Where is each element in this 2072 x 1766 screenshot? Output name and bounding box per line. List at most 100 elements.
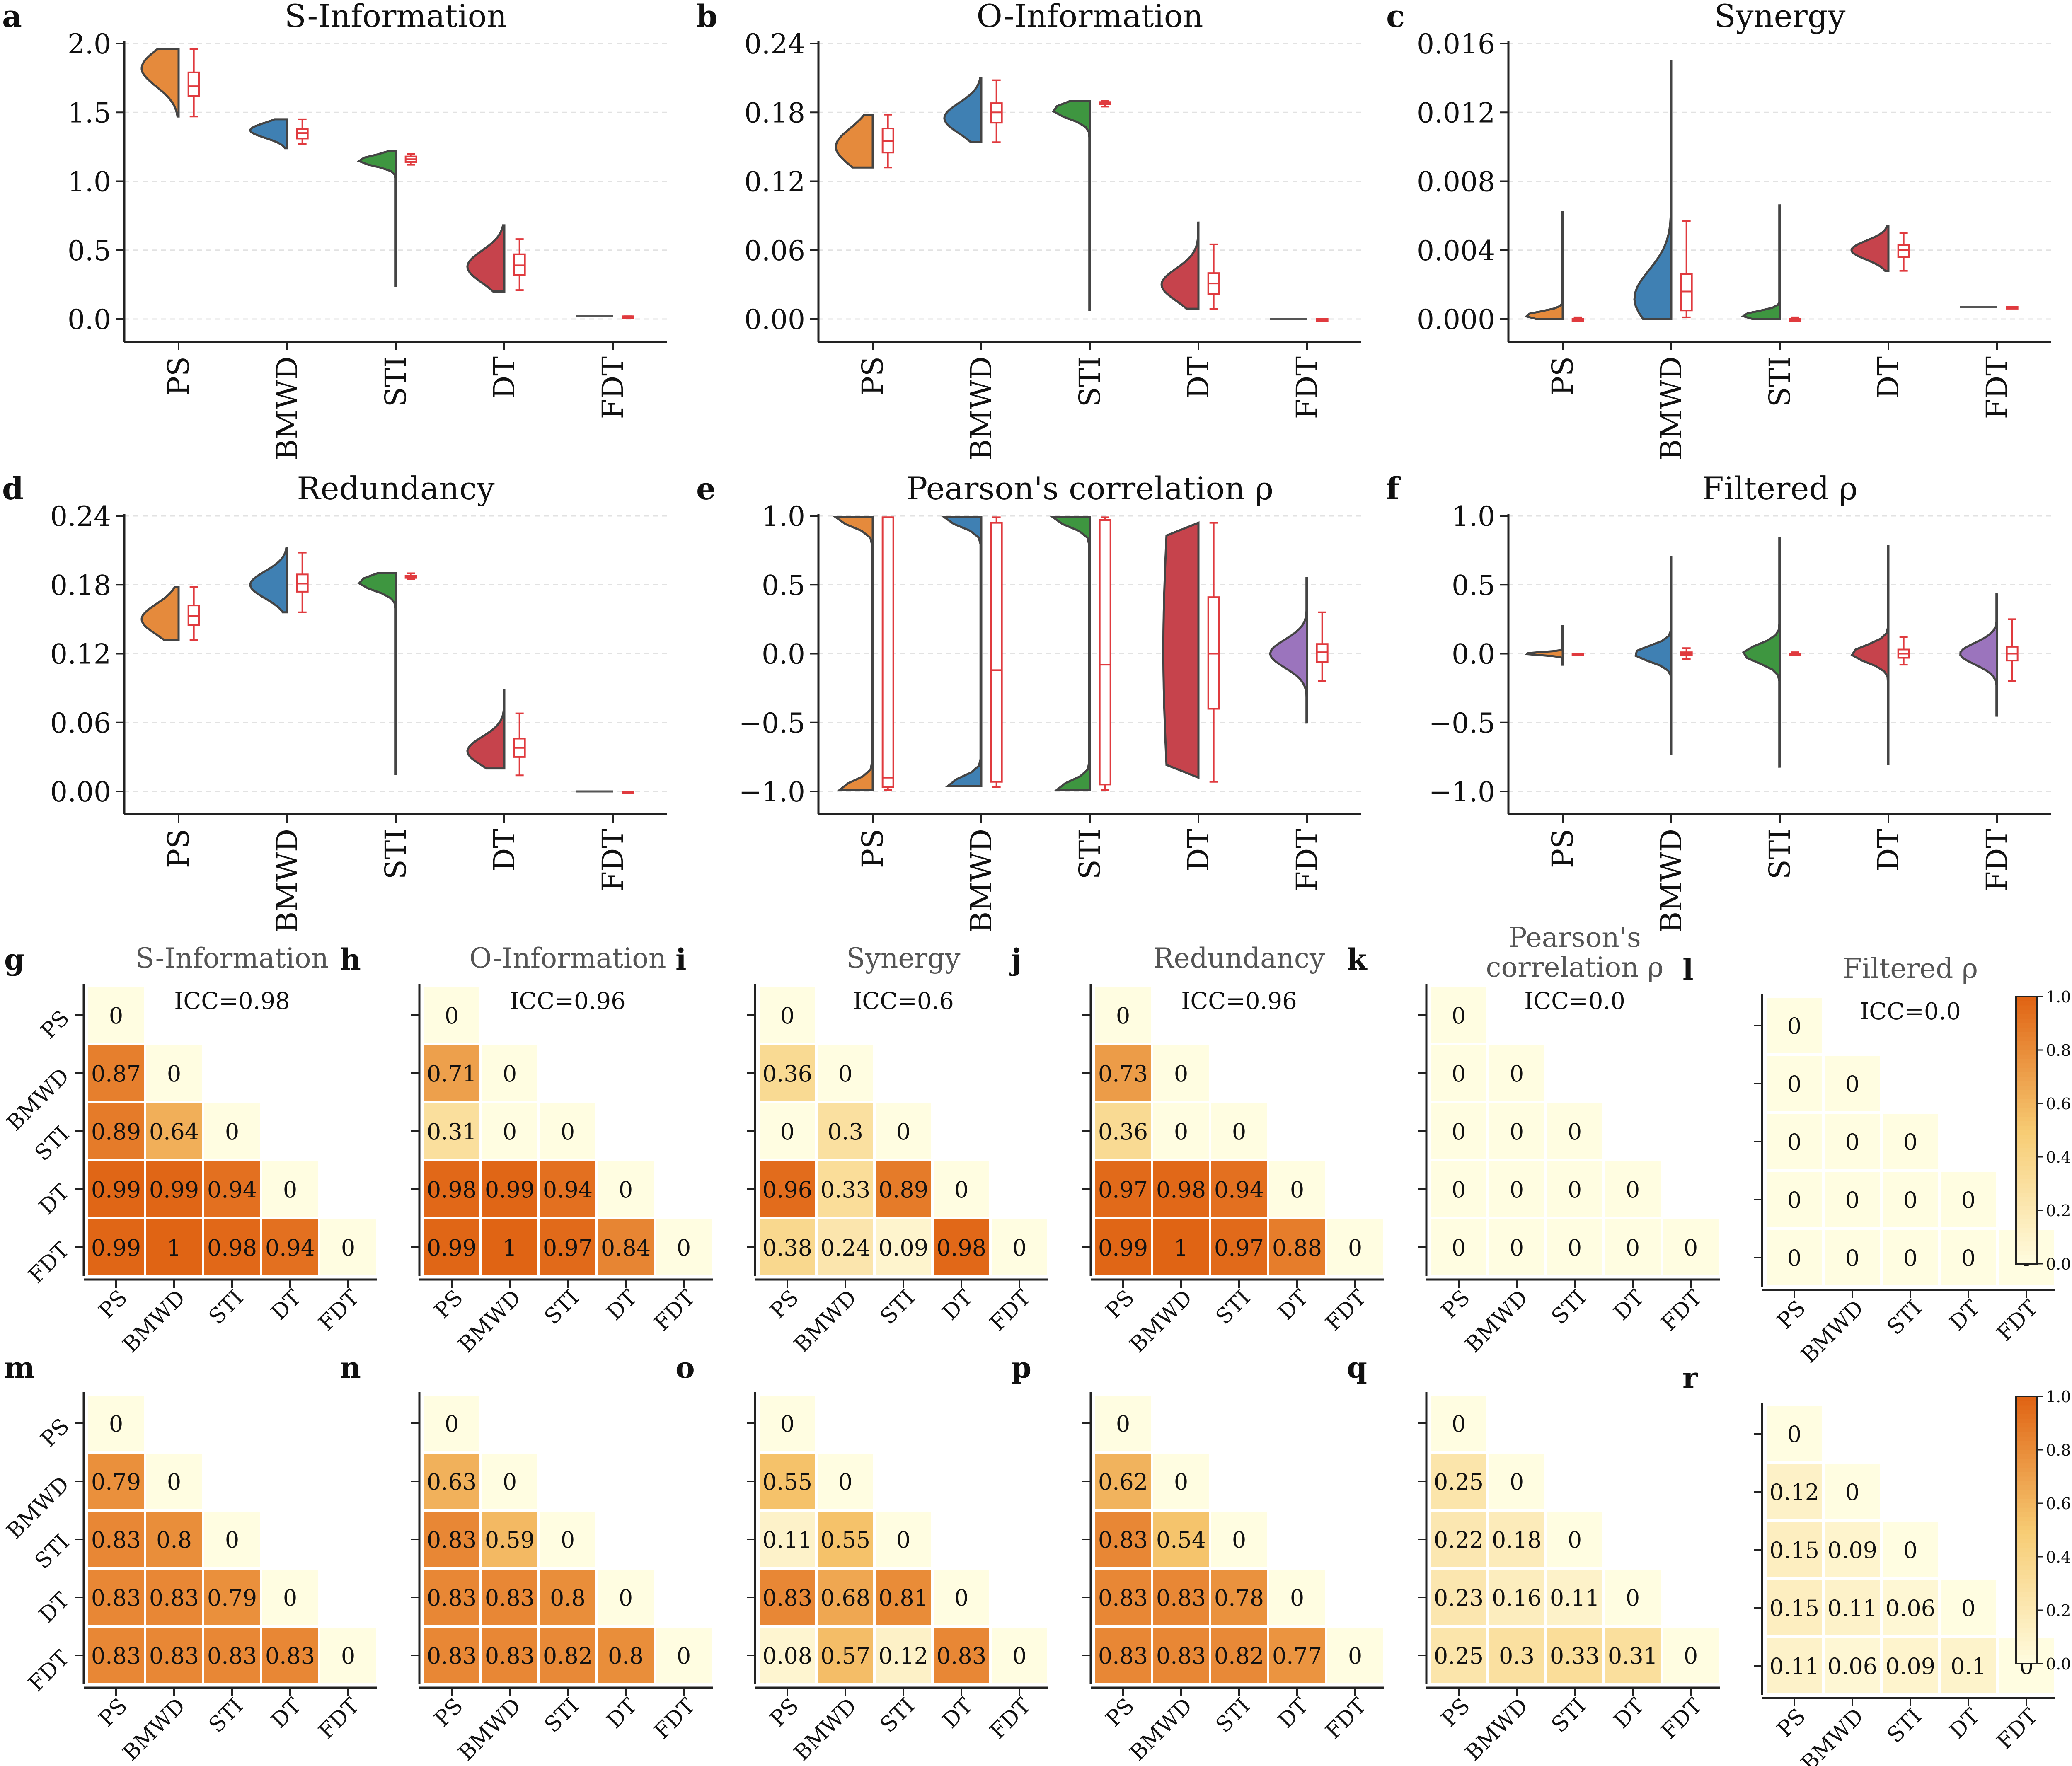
cell-value: 0 [1845,1479,1859,1505]
colorbar-segment [2016,1614,2037,1620]
colorbar-segment [2016,1499,2037,1504]
cell-value: 0.83 [937,1643,986,1669]
violin-STI [1741,204,1781,320]
colorbar-segment [2016,1068,2037,1073]
heatmap-cell [815,1625,876,1686]
y-tick-label: 0.12 [744,166,805,198]
cell-value: 0.83 [91,1643,141,1669]
cell-value: 0.12 [1769,1479,1819,1505]
colorbar-segment [2016,1441,2037,1446]
box-BMWD [990,522,1003,783]
cell-value: 0.99 [91,1235,141,1261]
colorbar-icc: 0.00.20.40.60.81.0ICC [2015,988,2071,1273]
colorbar-segment [2016,1543,2037,1548]
heatmap-cell [757,1217,818,1277]
cell-value: 0.89 [879,1177,928,1203]
cell-value: 0.81 [879,1585,928,1611]
heatmap-cell [421,1509,482,1570]
cell-value: 0 [1452,1235,1466,1261]
colorbar-segment [2016,1468,2037,1473]
colorbar-tick-label: 0.6 [2046,1095,2071,1113]
box-PS [881,516,894,789]
heatmap-cell [1093,1509,1153,1570]
violin-STI [357,572,397,776]
icc-label: ICC=0.96 [1181,988,1297,1015]
panel-title: S-Information [285,0,507,34]
cell-value: 0.83 [427,1527,477,1553]
y-tick-label: 0.5 [68,235,111,267]
heatmap-cell [1822,1053,1883,1114]
colorbar-segment [2016,1117,2037,1122]
cell-value: 0.11 [762,1527,812,1553]
colorbar-segment [2016,1588,2037,1593]
colorbar-segment [2016,1521,2037,1526]
heatmap-cell [144,1217,204,1277]
cell-value: 0.83 [485,1585,535,1611]
cell-value: 0.63 [427,1469,477,1495]
cell-value: 0.83 [427,1643,477,1669]
cell-value: 0.83 [485,1643,535,1669]
colorbar-segment [2016,1503,2037,1508]
colorbar-segment [2016,1108,2037,1113]
cell-value: 0 [1903,1245,1917,1271]
colorbar-segment [2016,1454,2037,1459]
colorbar-segment [2016,1507,2037,1513]
colorbar-segment [2016,1206,2037,1211]
heatmap-cell [1822,1169,1883,1230]
x-tick-label: BMWD [1654,356,1688,460]
heatmap-panel-m: m 0 0.79 0 0.83 0.8 0 0.83 0.83 0.79 0 0.83 0.83 0.83… [2,1350,378,1766]
cell-value: 0 [341,1235,355,1261]
colorbar-segment [2016,1610,2037,1615]
heatmap-panel-k: k Pearson's correlation ρ ICC=0.0 0 0 0 0 0 0 0 0 0 0… [1347,922,1721,1357]
violin-FDT [1959,593,1998,717]
cell-value: 0 [109,1411,123,1437]
y-tick-label: 0.004 [1417,235,1495,267]
cell-value: 0.79 [91,1469,141,1495]
cell-value: 0.18 [1492,1527,1542,1553]
panel-title: Filtered ρ [1702,470,1858,507]
x-tick-label: PS [162,829,196,868]
violin-PS [1524,211,1564,320]
heatmap-cell [873,1217,934,1277]
heatmap-cell [479,1451,540,1512]
heatmap-cell [1428,1567,1489,1628]
colorbar-segment [2016,1094,2037,1100]
cell-value: 0.98 [207,1235,257,1261]
cell-value: 0 [896,1527,910,1553]
colorbar-segment [2016,1014,2037,1019]
colorbar-segment [2016,997,2037,1002]
panel-label: p [1011,1350,1031,1385]
colorbar-segment [2016,1023,2037,1028]
cell-value: 0 [954,1585,968,1611]
heatmap-cell [421,1101,482,1161]
panel-label: g [4,942,24,977]
y-tick-label: 0.012 [1417,97,1495,129]
icc-label: ICC=0.98 [174,988,290,1015]
colorbar-segment [2016,1214,2037,1220]
cell-value: 0.09 [1886,1653,1935,1679]
heatmap-cell [1151,1509,1211,1570]
colorbar-segment [2016,1418,2037,1424]
panel-label: q [1347,1350,1367,1385]
cell-value: 0 [1568,1119,1582,1145]
y-tick-label: 0.06 [744,235,805,267]
colorbar-segment [2016,1517,2037,1522]
cell-value: 0 [1290,1585,1304,1611]
heatmap-cell [144,1101,204,1161]
cell-value: 0 [1452,1411,1466,1437]
violin-DT [1850,545,1890,765]
x-tick-label: DT [1181,356,1215,399]
y-tick-label: 1.0 [68,166,111,198]
heatmap-cell [1938,1169,1999,1230]
colorbar-segment [2016,1494,2037,1500]
cell-value: 0.59 [485,1527,535,1553]
colorbar-segment [2016,1130,2037,1135]
colorbar-segment [2016,1050,2037,1055]
colorbar-segment [2016,1583,2037,1589]
x-tick-label: BMWD [1654,829,1688,933]
x-tick-label: DT [1871,829,1905,871]
cell-value: 0 [1961,1595,1975,1621]
x-tick-label: FDT [1980,829,2014,891]
heatmap-cell [1151,1101,1211,1161]
heatmap-cell [421,1217,482,1277]
